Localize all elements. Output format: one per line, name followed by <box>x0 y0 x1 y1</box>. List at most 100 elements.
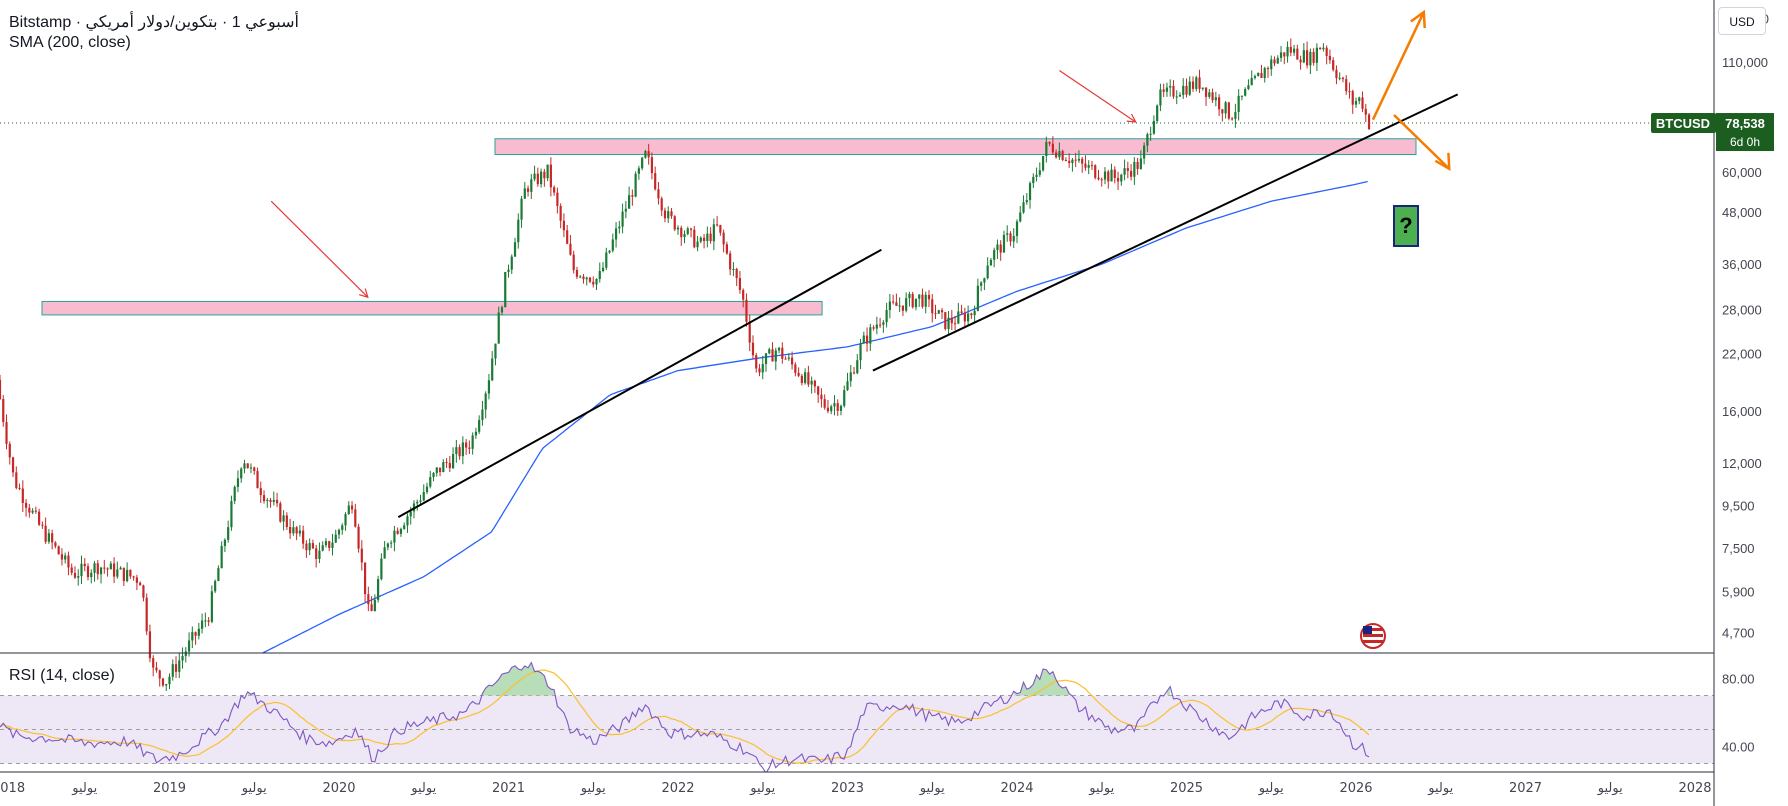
price-badge-bg <box>1716 113 1774 152</box>
candle <box>240 467 243 483</box>
candle-body <box>86 566 90 578</box>
time-tick-label: يوليو <box>410 781 436 796</box>
candle <box>526 185 530 197</box>
time-tick-label: 2024 <box>1000 781 1033 796</box>
time-tick-label: 2018 <box>0 781 25 796</box>
candle <box>523 182 526 199</box>
candle-body <box>240 468 243 479</box>
candle <box>1012 228 1015 249</box>
candle <box>60 548 64 566</box>
flag-icon[interactable] <box>1360 623 1386 649</box>
candle <box>465 439 468 455</box>
candle <box>1120 173 1123 186</box>
candle-body <box>1113 169 1116 178</box>
candle-body <box>112 563 116 577</box>
candle-body <box>621 211 624 227</box>
candle <box>745 293 748 327</box>
support-zone-1 <box>41 300 823 316</box>
candle-body <box>787 357 790 359</box>
candle <box>298 525 301 537</box>
candle-body <box>1041 156 1045 171</box>
time-tick-label: يوليو <box>1258 781 1284 796</box>
candle-body <box>588 277 592 282</box>
price-tick-label: 12,000 <box>1722 456 1762 471</box>
time-tick-label: 2020 <box>322 781 355 796</box>
candle <box>689 227 693 238</box>
candle-body <box>641 157 644 169</box>
candle <box>1097 169 1100 181</box>
candle <box>1237 89 1240 121</box>
candle <box>934 304 937 319</box>
candle <box>1263 66 1266 83</box>
annotation-arrows <box>270 9 1451 299</box>
candle-body <box>722 232 725 245</box>
candle <box>406 513 409 533</box>
candle <box>1081 156 1084 173</box>
candle <box>38 508 41 527</box>
candle <box>491 351 494 382</box>
candle-body <box>1348 91 1351 93</box>
candle <box>862 331 865 344</box>
rsi-tick-label: 40.00 <box>1722 740 1755 755</box>
candle <box>396 527 399 535</box>
candle-body <box>742 290 745 300</box>
candle-body <box>1335 69 1338 79</box>
candle-body <box>797 372 800 376</box>
candle <box>1038 162 1041 178</box>
candle <box>1090 160 1094 170</box>
candle-body <box>227 527 230 540</box>
candle-body <box>468 447 471 449</box>
candle <box>1208 89 1211 99</box>
candle-body <box>1129 170 1133 177</box>
candle-body <box>973 310 976 316</box>
candle <box>771 342 774 362</box>
candle-body <box>663 210 667 219</box>
candle <box>924 291 927 314</box>
candle-body <box>1188 81 1191 95</box>
symbol-badge-bg <box>1651 113 1716 134</box>
candle <box>856 354 859 375</box>
candle <box>230 495 233 531</box>
candle <box>468 440 471 455</box>
candle <box>670 208 673 219</box>
candle-body <box>161 678 165 686</box>
candle-body <box>311 543 315 549</box>
candle <box>1019 205 1022 223</box>
currency-button[interactable]: USD <box>1718 7 1766 35</box>
candle-body <box>888 301 891 311</box>
candle-body <box>924 294 927 307</box>
candle-body <box>716 224 719 226</box>
candle-body <box>474 431 478 436</box>
candle-body <box>667 211 670 219</box>
candle <box>256 467 259 489</box>
candle-body <box>530 179 533 192</box>
candle-body <box>1143 145 1146 159</box>
candle <box>533 165 536 182</box>
candle <box>807 365 810 387</box>
candle <box>1123 159 1126 181</box>
candle <box>1064 157 1067 162</box>
candle-body <box>145 597 148 632</box>
candle-body <box>1315 47 1318 63</box>
candle-body <box>1071 159 1074 163</box>
candle-body <box>670 211 673 217</box>
candle <box>742 288 745 308</box>
candle <box>513 237 517 257</box>
candle <box>399 527 403 537</box>
candle <box>259 481 262 503</box>
candle-body <box>846 381 849 391</box>
candle <box>549 157 552 197</box>
candle <box>1221 108 1224 122</box>
candle <box>249 463 253 474</box>
candle <box>80 555 83 585</box>
candle <box>986 257 989 280</box>
candle-body <box>1263 68 1266 79</box>
candle <box>1328 49 1332 64</box>
candle-body <box>8 443 11 458</box>
time-tick-label: يوليو <box>71 781 97 796</box>
candle-body <box>523 188 526 199</box>
candle-body <box>1120 174 1123 182</box>
candle-body <box>830 406 833 412</box>
candle <box>494 343 497 366</box>
